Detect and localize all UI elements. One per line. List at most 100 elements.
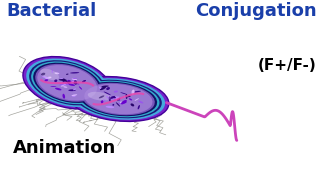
Ellipse shape: [68, 76, 169, 122]
Ellipse shape: [73, 88, 76, 90]
Ellipse shape: [66, 74, 68, 75]
Ellipse shape: [60, 78, 63, 80]
Ellipse shape: [61, 85, 64, 87]
Ellipse shape: [51, 86, 56, 87]
Ellipse shape: [138, 105, 140, 109]
Ellipse shape: [132, 91, 141, 93]
Ellipse shape: [68, 80, 69, 82]
Ellipse shape: [117, 98, 120, 101]
Ellipse shape: [66, 83, 69, 85]
Ellipse shape: [125, 94, 128, 99]
Ellipse shape: [37, 65, 97, 100]
Ellipse shape: [42, 76, 50, 79]
Ellipse shape: [68, 83, 75, 86]
Ellipse shape: [80, 82, 157, 116]
Ellipse shape: [71, 81, 74, 83]
Ellipse shape: [68, 81, 70, 84]
Ellipse shape: [52, 70, 53, 73]
Ellipse shape: [116, 98, 120, 101]
Ellipse shape: [101, 86, 109, 87]
Ellipse shape: [67, 80, 72, 83]
Ellipse shape: [26, 58, 108, 107]
Ellipse shape: [75, 80, 162, 118]
Ellipse shape: [100, 86, 106, 90]
Ellipse shape: [112, 96, 119, 100]
Ellipse shape: [72, 82, 79, 84]
Ellipse shape: [109, 96, 111, 100]
Ellipse shape: [116, 98, 120, 99]
Ellipse shape: [59, 83, 65, 85]
Ellipse shape: [122, 101, 127, 103]
Ellipse shape: [63, 83, 68, 85]
Ellipse shape: [101, 100, 103, 102]
Ellipse shape: [132, 90, 135, 95]
Ellipse shape: [106, 87, 110, 90]
Ellipse shape: [114, 91, 118, 93]
Ellipse shape: [72, 78, 77, 80]
Ellipse shape: [84, 84, 152, 114]
Ellipse shape: [63, 86, 68, 88]
Ellipse shape: [40, 69, 59, 80]
Ellipse shape: [68, 89, 76, 91]
Ellipse shape: [29, 60, 105, 105]
Ellipse shape: [116, 102, 120, 107]
Ellipse shape: [60, 84, 69, 86]
Ellipse shape: [120, 92, 127, 94]
Ellipse shape: [109, 96, 115, 99]
Ellipse shape: [88, 92, 111, 101]
Ellipse shape: [124, 96, 127, 98]
Ellipse shape: [23, 57, 111, 109]
Ellipse shape: [72, 79, 74, 81]
Ellipse shape: [111, 98, 117, 100]
Text: (F+/F-): (F+/F-): [258, 58, 317, 73]
Ellipse shape: [59, 79, 67, 81]
Ellipse shape: [54, 79, 57, 82]
Ellipse shape: [82, 83, 155, 115]
Text: Conjugation: Conjugation: [195, 2, 317, 20]
Ellipse shape: [129, 98, 132, 100]
Ellipse shape: [44, 79, 48, 82]
Ellipse shape: [62, 78, 66, 82]
Ellipse shape: [41, 73, 45, 75]
Ellipse shape: [106, 96, 110, 100]
Ellipse shape: [112, 104, 114, 106]
Ellipse shape: [120, 102, 124, 104]
Ellipse shape: [72, 78, 77, 79]
Ellipse shape: [72, 95, 76, 97]
Ellipse shape: [138, 101, 143, 103]
Ellipse shape: [35, 64, 99, 102]
Ellipse shape: [62, 81, 69, 83]
Ellipse shape: [103, 99, 106, 101]
Ellipse shape: [54, 72, 59, 74]
Ellipse shape: [33, 63, 101, 103]
Ellipse shape: [99, 87, 101, 89]
Ellipse shape: [114, 96, 118, 99]
Ellipse shape: [99, 95, 104, 98]
Ellipse shape: [112, 97, 116, 98]
Ellipse shape: [121, 100, 127, 104]
Ellipse shape: [134, 98, 139, 101]
Ellipse shape: [70, 72, 79, 73]
Ellipse shape: [79, 86, 82, 90]
Ellipse shape: [106, 106, 114, 108]
Text: Bacterial: Bacterial: [6, 2, 97, 20]
Ellipse shape: [127, 95, 131, 97]
Ellipse shape: [117, 98, 120, 100]
Text: Animation: Animation: [13, 139, 116, 157]
Ellipse shape: [104, 92, 111, 95]
Ellipse shape: [131, 103, 134, 106]
Ellipse shape: [62, 94, 65, 99]
Ellipse shape: [55, 88, 61, 90]
Ellipse shape: [82, 80, 86, 82]
Ellipse shape: [101, 100, 103, 104]
Ellipse shape: [64, 82, 67, 84]
Ellipse shape: [116, 103, 126, 104]
Ellipse shape: [74, 80, 77, 85]
Ellipse shape: [45, 77, 52, 79]
Ellipse shape: [77, 81, 159, 117]
Ellipse shape: [64, 80, 68, 85]
Ellipse shape: [72, 94, 77, 96]
Ellipse shape: [109, 96, 111, 102]
Ellipse shape: [72, 78, 165, 120]
Ellipse shape: [31, 61, 103, 104]
